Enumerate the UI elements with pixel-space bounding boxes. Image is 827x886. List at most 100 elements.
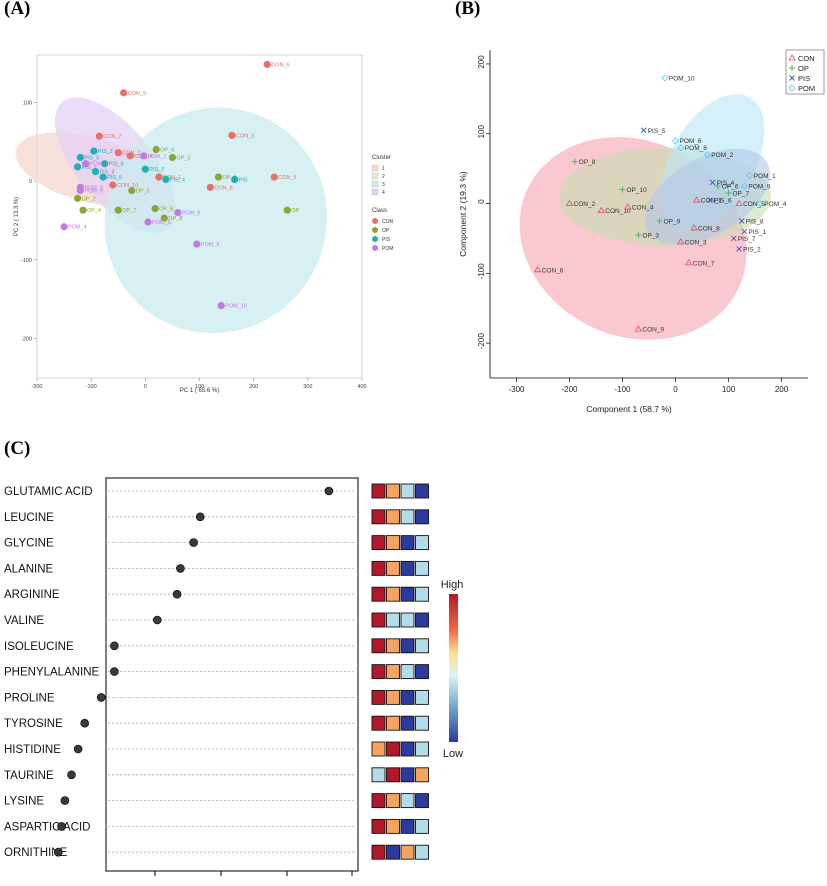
point-label: CON_4 [632,205,654,212]
panel-letter-a: (A) [4,0,31,19]
legend-class-label: PIS [382,237,391,243]
y-tick-label: -100 [21,258,32,264]
point-label: CON_6 [542,267,564,274]
heatmap-cell [400,560,415,576]
heatmap-cell [400,509,415,525]
vip-dot [67,770,76,780]
point-label: OP_7 [122,208,136,214]
legend-cluster-swatch-1 [371,164,379,172]
legend-label: PIS [798,74,810,83]
vip-dot [110,667,119,676]
point-pis_2 [90,147,98,155]
point-label: PIS_8 [746,218,764,225]
legend-label: CON [798,54,815,63]
point-op_4 [79,206,87,214]
point-label: CON_8 [698,225,720,232]
heatmap-cell [386,664,400,680]
row-label: LYSINE [4,796,44,808]
vip-dot [195,512,205,522]
point-label: POM_6 [680,138,702,145]
point-label: CON_3 [685,239,707,246]
legend-cluster-swatch-4 [371,188,379,196]
legend-label: OP [798,64,809,73]
vip-dot [73,744,83,754]
heatmap-cell [386,638,400,654]
legend-class-swatch-pis [372,236,378,242]
point-pis_5 [640,127,647,134]
point-label: CON_9 [128,91,146,97]
x-tick-label: -100 [614,385,631,394]
y-tick-label: 0 [29,179,32,185]
point-pis_6 [99,173,107,181]
point-pis_4 [162,175,170,184]
row-label: ASPARTIC ACID [4,821,91,833]
heatmap-cell [400,715,415,731]
point-pom_7 [140,152,148,160]
point-label: PIS_2 [743,246,761,253]
heatmap-cell [400,483,415,499]
legend-class-label: CON [382,219,394,225]
point-con_2 [114,149,122,157]
point-label: OP_8 [168,216,182,222]
point-label: POM_9 [748,184,770,191]
point-label: CON_5 [743,201,765,208]
panel-letter-b: (B) [455,0,481,19]
y-axis-label: Component 2 (19.3 %) [458,171,468,257]
point-pis_8 [101,160,109,168]
point-label: OP_5 [136,189,150,195]
legend-cluster-swatch-2 [371,172,379,180]
legend-cluster-swatch-3 [371,180,379,188]
point-label: PIS_3 [100,170,115,176]
point-label: PIS_2 [98,149,113,155]
row-label: GLUTAMIC ACID [4,486,93,498]
heatmap-cell [400,664,415,680]
heatmap-cell [415,793,429,809]
point-label: CON_3 [236,133,254,139]
point-con_8 [206,183,214,191]
y-tick-label: -100 [477,263,486,280]
point-label: OP [291,208,299,214]
heatmap-cell [371,586,386,602]
row-label: VALINE [4,615,44,627]
heatmap-cell [371,509,386,525]
y-tick-label: 100 [23,100,32,106]
heatmap-cell [415,509,429,525]
point-op_8 [160,214,168,222]
point-label: POM_10 [225,304,247,310]
legend-class-swatch-op [372,227,378,233]
row-label: GLYCINE [4,538,54,550]
point-op_3 [635,231,642,238]
point-op [283,206,291,214]
heatmap-cell [371,844,386,860]
point-label: PIS_6 [714,198,732,205]
legend-class-title: Class [372,208,387,214]
point-con_1 [692,196,701,203]
point-label: PIS_1 [82,165,97,171]
point-op_2 [74,194,82,202]
point-pis_5 [76,153,84,162]
x-tick-label: 100 [722,385,736,394]
panel-letter-c: (C) [4,438,31,459]
point-label: OP_8 [579,159,596,166]
legend-cluster-label: 1 [382,166,385,172]
heatmap-cell [371,612,386,628]
heatmap-cell [386,612,400,628]
legend-marker-con [788,54,796,61]
point-con_10 [109,181,117,189]
heatmap-cell [415,844,429,860]
point-label: CON_2 [574,201,596,208]
point-con_5 [735,199,743,206]
point-op_6 [714,183,721,190]
point-label: PIS_1 [748,229,766,236]
point-label: CON_7 [103,134,121,140]
point-pom_6 [144,218,152,226]
point-label: PIS [239,177,248,183]
point-pis [231,175,239,184]
heatmap-cell [400,793,415,809]
point-label: POM_10 [669,75,695,82]
point-label: OP_3 [176,155,190,161]
point-label: CON_8 [214,185,232,191]
heatmap-cell [415,715,429,731]
